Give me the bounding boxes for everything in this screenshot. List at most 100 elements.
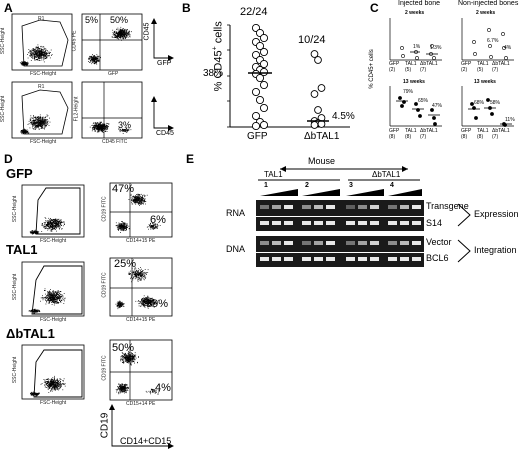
flow-event: [96, 58, 98, 60]
flow-event: [56, 379, 58, 381]
flow-event: [46, 223, 48, 225]
flow-event: [145, 203, 146, 205]
flow-event: [32, 233, 34, 234]
flow-event: [143, 299, 145, 300]
flow-event: [42, 224, 44, 226]
flow-event: [40, 116, 41, 118]
flow-event: [158, 299, 159, 301]
flow-event: [118, 227, 120, 229]
flow-event: [44, 384, 46, 386]
flow-event: [151, 301, 152, 302]
flow-event: [139, 277, 140, 279]
flow-event: [154, 302, 156, 303]
flow-event: [51, 378, 52, 380]
panel-b-count-gfp: 22/24: [240, 6, 268, 18]
flow-event: [144, 299, 146, 301]
flow-event: [121, 305, 123, 307]
flow-event: [37, 59, 38, 60]
flow-event: [99, 121, 101, 123]
flow-event: [34, 50, 36, 52]
flow-event: [54, 375, 55, 377]
flow-event: [31, 309, 33, 311]
flow-event: [138, 200, 140, 201]
flow-event: [41, 46, 43, 48]
flow-event: [118, 30, 120, 32]
flow-event: [52, 227, 53, 229]
flow-event: [37, 393, 39, 394]
flow-event: [150, 303, 152, 305]
flow-event: [34, 121, 35, 123]
flow-event: [41, 231, 43, 232]
flow-event: [53, 297, 55, 299]
flow-event: [59, 383, 61, 385]
dbtal1-point: [314, 56, 322, 64]
flow-event: [45, 381, 47, 383]
flow-event: [38, 123, 40, 125]
flow-event: [91, 127, 93, 129]
flow-event: [155, 302, 157, 303]
c-point: [430, 108, 434, 112]
flow-event: [49, 117, 50, 119]
flow-event: [51, 225, 53, 227]
flow-event: [120, 228, 121, 230]
flow-event: [49, 298, 51, 300]
c-point: [433, 122, 437, 126]
flow-event: [122, 30, 124, 31]
flow-event: [32, 391, 34, 393]
flow-event: [33, 231, 35, 233]
flow-event: [122, 227, 124, 229]
flow-event: [53, 386, 55, 388]
panel-c-bl-x1: GFP (8): [389, 128, 400, 140]
flow-event: [52, 385, 54, 387]
flow-event: [136, 277, 138, 279]
flow-event: [34, 126, 36, 128]
flow-event: [33, 115, 35, 117]
flow-event: [51, 294, 53, 296]
flow-event: [117, 306, 119, 308]
flow-event: [46, 225, 47, 226]
flow-event: [123, 129, 125, 131]
flow-event: [120, 35, 122, 37]
flow-event: [136, 273, 138, 275]
flow-event: [46, 224, 48, 226]
flow-event: [120, 32, 121, 34]
flow-event: [59, 225, 60, 227]
flow-event: [48, 380, 50, 382]
flow-event: [43, 120, 44, 122]
panel-c-tl-x3: ΔbTAL1 (7): [420, 61, 438, 73]
flow-event: [36, 47, 38, 48]
gfp-point: [259, 33, 269, 43]
flow-event: [117, 227, 119, 229]
flow-event: [98, 59, 100, 61]
flow-event: [134, 201, 136, 202]
flow-event: [147, 295, 149, 297]
flow-event: [137, 270, 139, 272]
flow-event: [34, 124, 36, 126]
panel-c-bl-time: 13 weeks: [403, 79, 425, 85]
flow-event: [49, 385, 51, 386]
flow-event: [118, 128, 120, 130]
flow-event: [30, 55, 32, 56]
flow-event: [100, 125, 102, 126]
flow-event: [56, 298, 58, 300]
flow-event: [45, 53, 46, 55]
flow-event: [119, 226, 121, 228]
flow-event: [35, 125, 37, 126]
flow-event: [140, 274, 141, 275]
flow-event: [46, 384, 48, 386]
flow-event: [46, 221, 48, 223]
flow-event: [58, 298, 60, 300]
flow-event: [119, 37, 121, 38]
flow-event: [36, 126, 38, 128]
flow-event: [148, 299, 150, 301]
flow-event: [38, 118, 39, 120]
flow-event: [49, 385, 51, 387]
flow-event: [62, 296, 64, 297]
flow-event: [45, 123, 47, 125]
flow-event: [30, 123, 32, 125]
dbtal1-point: [310, 90, 319, 98]
gfp-point: [255, 73, 265, 83]
flow-event: [41, 122, 43, 124]
flow-event: [94, 128, 95, 130]
flow-event: [93, 55, 94, 57]
